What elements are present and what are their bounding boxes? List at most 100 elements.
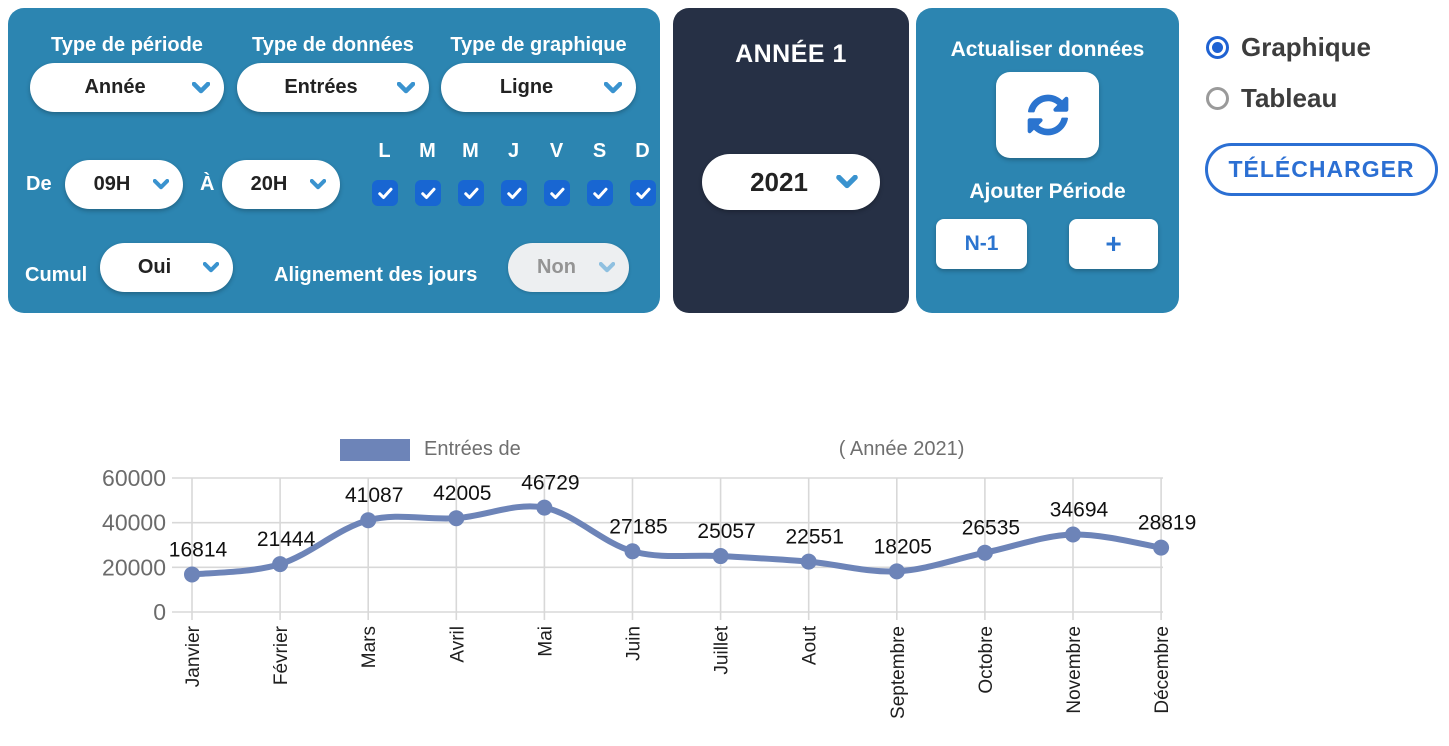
data-point xyxy=(976,544,993,561)
refresh-section-label: Actualiser données xyxy=(950,38,1145,61)
cumul-dropdown[interactable]: Oui xyxy=(100,243,233,292)
n-minus-1-button[interactable]: N-1 xyxy=(936,219,1027,269)
alignment-value: Non xyxy=(537,256,576,278)
day-letter: V xyxy=(549,140,564,162)
data-point-label: 16814 xyxy=(169,538,228,561)
chart-type-dropdown[interactable]: Ligne xyxy=(441,63,636,112)
day-letter: D xyxy=(635,140,650,162)
data-point-label: 34694 xyxy=(1050,499,1109,522)
cumul-label: Cumul xyxy=(25,264,88,286)
day-checkbox[interactable] xyxy=(414,180,441,206)
day-checkbox[interactable] xyxy=(457,180,484,206)
data-point-label: 26535 xyxy=(962,517,1020,540)
radio-tableau[interactable]: Tableau xyxy=(1206,83,1337,114)
chevron-down-icon xyxy=(192,81,210,94)
add-period-label: Ajouter Période xyxy=(969,180,1126,203)
radio-graphique-label: Graphique xyxy=(1241,32,1372,62)
data-point xyxy=(712,548,729,565)
x-tick-label: Aout xyxy=(800,625,821,665)
year-panel-title: ANNÉE 1 xyxy=(735,40,847,68)
x-tick-label: Février xyxy=(271,625,292,685)
data-point xyxy=(800,553,817,570)
day-checkbox[interactable] xyxy=(500,180,527,206)
x-tick-label: Juillet xyxy=(712,625,733,674)
data-point-label: 46729 xyxy=(521,472,579,495)
radio-button-icon xyxy=(1206,87,1229,110)
chart-legend: Entrées de ( Année 2021) xyxy=(340,438,964,461)
day-checkbox[interactable] xyxy=(586,180,613,206)
chevron-down-icon xyxy=(604,81,622,94)
y-tick-label: 60000 xyxy=(102,465,166,491)
data-point xyxy=(448,510,465,527)
actions-panel: Actualiser données Ajouter Période N-1 + xyxy=(916,8,1179,313)
legend-swatch xyxy=(340,438,410,461)
legend-suffix: ( Année 2021) xyxy=(838,438,965,460)
from-hour-dropdown[interactable]: 09H xyxy=(65,160,183,209)
legend-prefix: Entrées de xyxy=(424,438,521,460)
to-label: À xyxy=(200,173,215,195)
download-button[interactable]: TÉLÉCHARGER xyxy=(1205,143,1438,196)
data-point xyxy=(360,512,377,529)
chevron-down-icon xyxy=(836,175,858,189)
data-type-dropdown[interactable]: Entrées xyxy=(237,63,429,112)
period-type-dropdown[interactable]: Année xyxy=(30,63,224,112)
data-point-label: 18205 xyxy=(874,535,932,558)
x-tick-label: Mai xyxy=(535,626,556,657)
x-tick-label: Juin xyxy=(624,626,645,661)
data-point xyxy=(184,566,200,583)
day-checkbox[interactable] xyxy=(371,180,398,206)
data-point xyxy=(1153,539,1170,556)
x-tick-label: Avril xyxy=(447,626,468,663)
day-letter: M xyxy=(419,140,436,162)
chevron-down-icon xyxy=(397,81,415,94)
data-point-label: 42005 xyxy=(433,482,491,505)
radio-button-icon xyxy=(1206,36,1229,59)
chevron-down-icon xyxy=(310,179,326,190)
add-period-plus-button[interactable]: + xyxy=(1069,219,1158,269)
year-value: 2021 xyxy=(750,166,808,197)
data-type-value: Entrées xyxy=(284,76,358,98)
radio-graphique[interactable]: Graphique xyxy=(1206,32,1371,63)
y-tick-label: 40000 xyxy=(102,510,166,536)
day-checkbox[interactable] xyxy=(543,180,570,206)
alignment-dropdown[interactable]: Non xyxy=(508,243,629,292)
data-point xyxy=(1065,526,1081,543)
day-letter: M xyxy=(462,140,479,162)
from-hour-value: 09H xyxy=(93,173,131,195)
data-point-label: 25057 xyxy=(697,520,755,543)
data-point-label: 22551 xyxy=(785,526,843,549)
data-point xyxy=(272,556,289,573)
to-hour-value: 20H xyxy=(250,173,288,195)
year-panel: ANNÉE 1 2021 xyxy=(673,8,909,313)
chevron-down-icon xyxy=(153,179,169,190)
data-point-label: 27185 xyxy=(609,515,667,538)
chart-type-label: Type de graphique xyxy=(450,34,627,56)
chevron-down-icon xyxy=(599,262,615,273)
year-dropdown[interactable]: 2021 xyxy=(702,154,880,210)
period-type-value: Année xyxy=(84,76,146,98)
data-point xyxy=(624,543,641,560)
day-letter: J xyxy=(507,140,520,162)
chevron-down-icon xyxy=(203,262,219,273)
radio-tableau-label: Tableau xyxy=(1241,83,1338,113)
day-letter: S xyxy=(592,140,607,162)
day-checkbox[interactable] xyxy=(629,180,656,206)
day-letter: L xyxy=(378,140,391,162)
y-tick-label: 20000 xyxy=(102,554,166,580)
data-type-label: Type de données xyxy=(252,34,414,56)
line-chart: 0 20000 40000 60000 Janvier Février Mars Avril M… xyxy=(102,465,1196,719)
filter-panel: Type de période Type de données Type de … xyxy=(8,8,660,313)
chart-type-value: Ligne xyxy=(499,76,554,98)
refresh-button[interactable] xyxy=(996,72,1099,158)
data-point-label: 28819 xyxy=(1138,512,1196,535)
data-point xyxy=(536,499,553,516)
cumul-value: Oui xyxy=(137,256,172,278)
day-checkbox-group xyxy=(363,180,664,206)
from-label: De xyxy=(26,173,52,195)
to-hour-dropdown[interactable]: 20H xyxy=(222,160,340,209)
x-tick-label: Septembre xyxy=(888,626,909,719)
x-tick-label: Décembre xyxy=(1152,626,1173,714)
y-tick-label: 0 xyxy=(153,599,166,625)
